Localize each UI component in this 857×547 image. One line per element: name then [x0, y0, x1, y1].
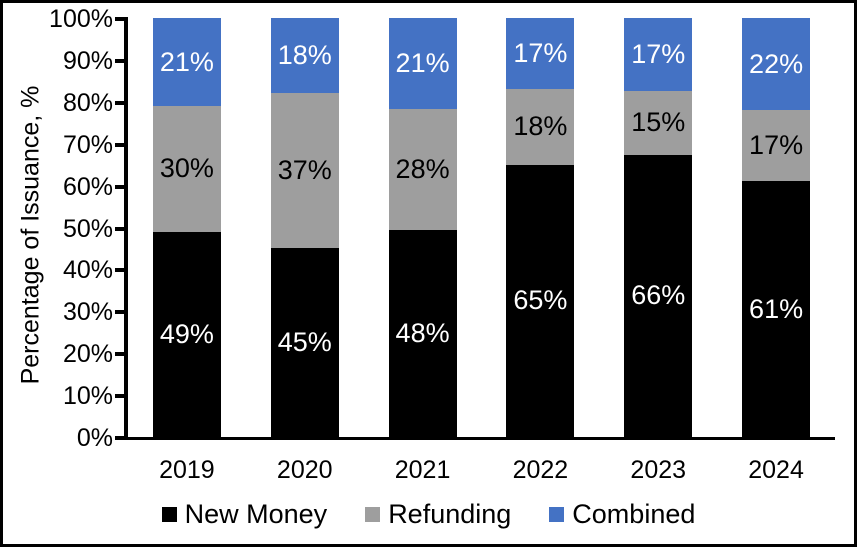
legend-swatch-icon — [161, 506, 177, 522]
y-tick-mark — [115, 352, 124, 357]
y-tick-label: 20% — [62, 340, 113, 369]
bar-segment-refunding-2021: 28% — [388, 108, 457, 230]
data-label: 21% — [395, 47, 450, 78]
bar-segment-combined-2021: 21% — [388, 18, 457, 109]
legend-swatch-icon — [549, 506, 565, 522]
data-label: 66% — [631, 280, 686, 311]
data-label: 17% — [513, 38, 568, 69]
legend-label: New Money — [184, 498, 328, 529]
data-label: 17% — [749, 130, 804, 161]
data-label: 18% — [277, 40, 332, 71]
legend-label: Combined — [572, 498, 696, 529]
data-label: 18% — [513, 111, 568, 142]
y-tick-mark — [115, 100, 124, 105]
bar-segment-refunding-2019: 30% — [152, 106, 221, 232]
data-label: 45% — [277, 327, 332, 358]
x-tick-label: 2023 — [630, 456, 687, 484]
y-tick-mark — [115, 310, 124, 315]
y-tick-label: 40% — [62, 256, 113, 285]
bar-segment-new-money-2019: 49% — [152, 231, 221, 437]
bar-segment-combined-2023: 17% — [624, 18, 693, 91]
y-tick-mark — [115, 436, 124, 440]
bar-segment-new-money-2022: 65% — [506, 164, 575, 437]
bar-segment-combined-2022: 17% — [506, 18, 575, 90]
legend-swatch-icon — [365, 506, 381, 522]
bar-segment-refunding-2024: 17% — [742, 110, 811, 182]
legend-item-refunding: Refunding — [365, 499, 511, 530]
bar-segment-new-money-2024: 61% — [742, 181, 811, 437]
y-tick-label: 10% — [62, 382, 113, 411]
x-axis-line — [124, 437, 835, 440]
plot-area: 49% 30% 21% 45% 37% 18% 48% 28% 21% 65% 18% 17% 66% 1… — [128, 17, 835, 437]
data-label: 22% — [749, 48, 804, 79]
y-tick-mark — [115, 268, 124, 273]
legend-item-new-money: New Money — [161, 498, 328, 530]
bar-segment-refunding-2022: 18% — [506, 89, 575, 165]
bar-segment-combined-2019: 21% — [152, 18, 221, 106]
y-tick-label: 30% — [62, 298, 113, 327]
bar-segment-refunding-2023: 15% — [624, 90, 693, 155]
data-label: 48% — [395, 317, 450, 348]
data-label: 17% — [631, 38, 686, 69]
data-label: 21% — [159, 46, 214, 77]
bar-segment-combined-2024: 22% — [742, 18, 811, 111]
y-tick-label: 90% — [62, 46, 113, 75]
y-tick-mark — [115, 184, 124, 189]
y-tick-mark — [115, 394, 124, 399]
legend: New Money Refunding Combined — [3, 497, 854, 531]
data-label: 61% — [749, 293, 804, 324]
y-tick-mark — [115, 142, 124, 147]
data-label: 30% — [159, 153, 214, 184]
x-tick-label: 2022 — [512, 456, 569, 484]
y-tick-label: 50% — [62, 214, 113, 243]
y-tick-label: 60% — [62, 172, 113, 201]
bar-segment-refunding-2020: 37% — [270, 93, 339, 249]
y-tick-label: 0% — [76, 424, 113, 452]
x-tick-label: 2021 — [394, 456, 451, 484]
x-tick-label: 2024 — [748, 456, 804, 484]
bar-segment-new-money-2020: 45% — [270, 248, 339, 437]
y-tick-mark — [115, 226, 124, 231]
y-tick-mark — [115, 17, 124, 21]
y-axis-line — [124, 17, 128, 440]
legend-item-combined: Combined — [549, 499, 695, 530]
bar-segment-new-money-2023: 66% — [624, 154, 693, 437]
data-label: 65% — [513, 285, 568, 316]
legend-label: Refunding — [388, 498, 512, 529]
y-tick-mark — [115, 58, 124, 63]
x-tick-label: 2020 — [276, 456, 333, 484]
y-tick-label: 70% — [62, 130, 113, 159]
x-tick-label: 2019 — [159, 456, 215, 484]
y-tick-label: 80% — [62, 88, 113, 117]
data-label: 37% — [277, 155, 332, 186]
data-label: 49% — [159, 318, 214, 349]
bar-segment-new-money-2021: 48% — [388, 229, 457, 437]
y-tick-label: 100% — [49, 5, 113, 33]
data-label: 15% — [631, 107, 686, 138]
data-label: 28% — [395, 153, 450, 184]
bar-segment-combined-2020: 18% — [270, 18, 339, 94]
